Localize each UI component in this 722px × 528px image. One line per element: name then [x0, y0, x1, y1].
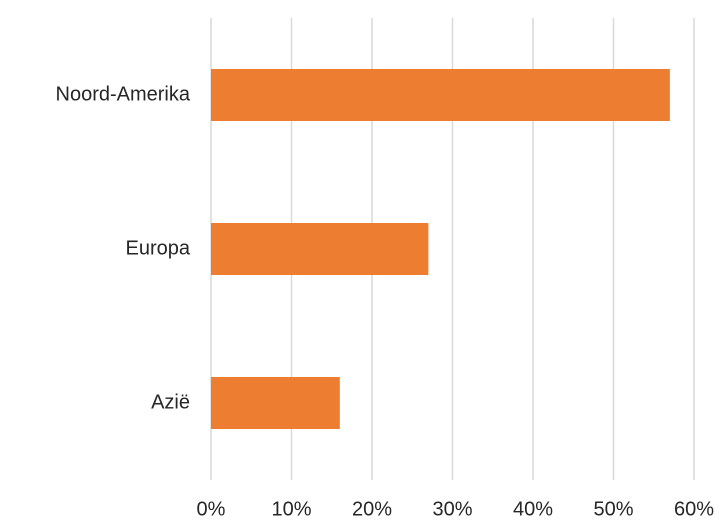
x-tick-label: 40% [513, 498, 553, 520]
bars [211, 69, 670, 429]
x-tick-label: 60% [674, 498, 714, 520]
x-tick-label: 0% [197, 498, 226, 520]
category-label: Europa [126, 237, 191, 259]
x-tick-label: 50% [593, 498, 633, 520]
x-axis-tick-labels: 0% 10% 20% 30% 40% 50% 60% [197, 498, 715, 520]
bar [211, 223, 429, 275]
category-label: Azië [151, 391, 190, 413]
x-tick-label: 30% [432, 498, 472, 520]
bar [211, 69, 670, 121]
x-tick-label: 20% [352, 498, 392, 520]
category-labels: Noord-Amerika Europa Azië [56, 83, 191, 413]
bar [211, 377, 340, 429]
x-tick-label: 10% [271, 498, 311, 520]
category-label: Noord-Amerika [56, 83, 191, 105]
